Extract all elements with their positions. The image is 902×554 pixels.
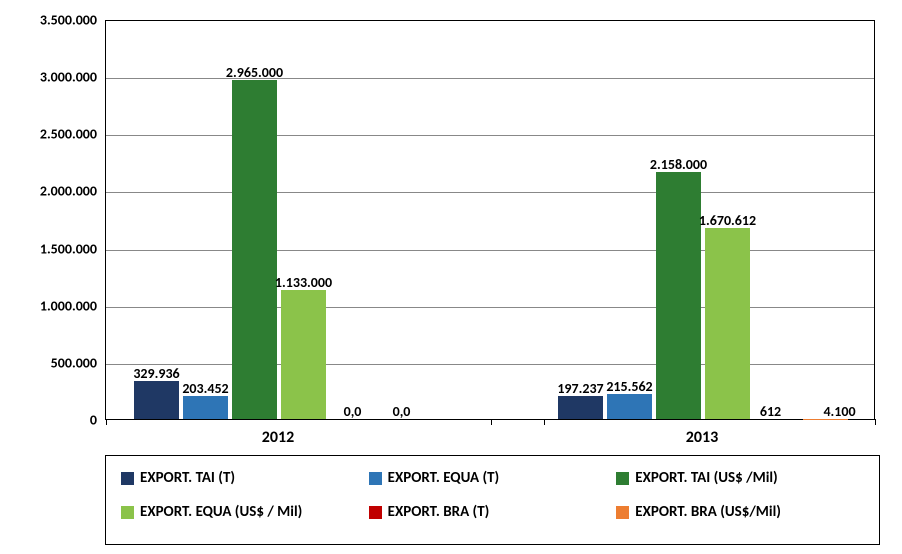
legend-label: EXPORT. TAI (US$ /Mil) [635, 469, 777, 487]
data-label: 2.158.000 [650, 156, 707, 173]
data-label: 1.670.612 [699, 212, 756, 229]
legend-item: EXPORT. TAI (US$ /Mil) [616, 466, 864, 490]
data-label: 0,0 [344, 403, 362, 420]
gridline [106, 135, 874, 136]
data-label: 612 [760, 403, 781, 420]
bar [281, 290, 326, 419]
y-tick-label: 2.000.000 [40, 183, 97, 200]
bar [232, 80, 277, 419]
plot-area: 329.936203.452 2.965.000 1.133.000 0,0 0,0 19… [105, 20, 875, 420]
bar [656, 172, 701, 419]
data-label: 4.100 [823, 403, 855, 420]
legend-label: EXPORT. BRA (US$/Mil) [635, 503, 781, 521]
legend-item: EXPORT. BRA (US$/Mil) [616, 500, 864, 524]
data-label: 0,0 [393, 403, 411, 420]
bar [558, 396, 603, 419]
gridline [106, 307, 874, 308]
y-tick-label: 1.500.000 [40, 240, 97, 257]
legend-swatch [616, 472, 629, 485]
legend-swatch [369, 472, 382, 485]
y-tick-label: 3.000.000 [40, 69, 97, 86]
legend-item: EXPORT. BRA (T) [369, 500, 617, 524]
x-tick [875, 419, 876, 425]
bar [607, 394, 652, 419]
bar [705, 228, 750, 419]
legend-label: EXPORT. BRA (T) [388, 503, 490, 521]
y-tick-label: 500.000 [51, 354, 97, 371]
legend-label: EXPORT. TAI (T) [140, 469, 235, 487]
legend-label: EXPORT. EQUA (US$ / Mil) [140, 503, 302, 521]
data-label: 197.237 [557, 380, 603, 397]
gridline [106, 78, 874, 79]
bar [134, 381, 179, 419]
gridline [106, 250, 874, 251]
legend: EXPORT. TAI (T) EXPORT. EQUA (T) EXPORT. T… [105, 455, 880, 545]
x-tick-label: 2012 [262, 428, 294, 447]
legend-swatch [369, 506, 382, 519]
gridline [106, 192, 874, 193]
data-label: 215.562 [606, 378, 652, 395]
legend-item: EXPORT. TAI (T) [121, 466, 369, 490]
bar [183, 396, 228, 419]
data-label: 203.452 [182, 380, 228, 397]
data-label: 329.936 [133, 365, 179, 382]
legend-swatch [121, 472, 134, 485]
x-tick-label: 2013 [686, 428, 718, 447]
legend-swatch [616, 506, 629, 519]
y-tick-label: 1.000.000 [40, 297, 97, 314]
legend-item: EXPORT. EQUA (T) [369, 466, 617, 490]
x-tick [106, 419, 107, 425]
y-tick-label: 2.500.000 [40, 126, 97, 143]
data-label: 2.965.000 [226, 64, 283, 81]
gridline [106, 364, 874, 365]
x-tick [491, 419, 492, 425]
legend-item: EXPORT. EQUA (US$ / Mil) [121, 500, 369, 524]
legend-swatch [121, 506, 134, 519]
y-tick-label: 0 [90, 412, 97, 429]
data-label: 1.133.000 [275, 274, 332, 291]
y-tick-label: 3.500.000 [40, 12, 97, 29]
chart-container: 329.936203.452 2.965.000 1.133.000 0,0 0,0 19… [20, 10, 882, 544]
x-tick [544, 419, 545, 425]
legend-label: EXPORT. EQUA (T) [388, 469, 500, 487]
